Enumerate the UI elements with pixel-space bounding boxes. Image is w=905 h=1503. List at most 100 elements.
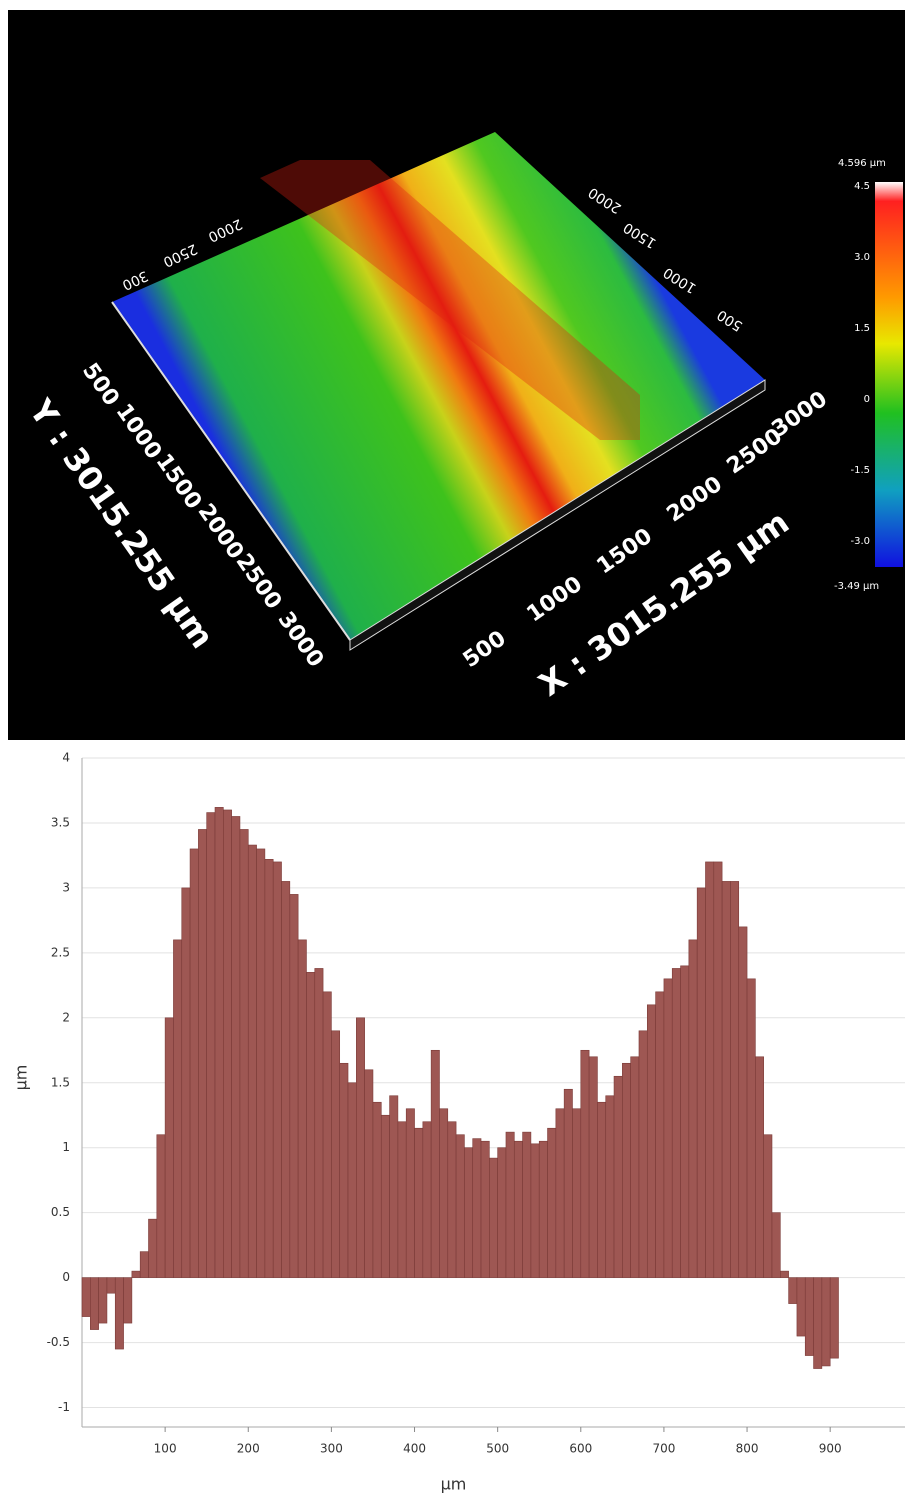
bar: [272, 861, 282, 1278]
bar: [189, 848, 199, 1278]
colorbar-tick-label: 3.0: [854, 252, 870, 263]
x-tick-label: 600: [569, 1442, 592, 1456]
bar: [480, 1140, 490, 1278]
bar: [464, 1147, 474, 1278]
bar: [289, 894, 299, 1278]
x-tick-label: 300: [320, 1442, 343, 1456]
bar: [214, 807, 224, 1278]
x-tick-label: 400: [403, 1442, 426, 1456]
y-tick-label: -1: [58, 1400, 70, 1414]
bar: [763, 1134, 773, 1278]
bar: [439, 1108, 449, 1278]
bar: [813, 1277, 823, 1369]
y-tick-label: -0.5: [47, 1335, 70, 1349]
colorbar-tick-label: 1.5: [854, 323, 870, 334]
bar: [630, 1056, 640, 1278]
surface-ridge: [260, 160, 640, 440]
y-tick-label: 4: [62, 751, 70, 765]
bar: [613, 1075, 623, 1278]
bar: [389, 1095, 399, 1278]
bar: [738, 926, 748, 1278]
bar: [206, 812, 216, 1278]
bar: [81, 1277, 91, 1317]
bar: [455, 1134, 465, 1278]
y-tick-label: 1: [62, 1140, 70, 1154]
bar: [705, 861, 715, 1278]
bar: [796, 1277, 806, 1337]
bar: [231, 816, 241, 1278]
bar: [721, 881, 731, 1278]
bar: [555, 1108, 565, 1278]
bar: [264, 859, 274, 1278]
bar: [414, 1127, 424, 1278]
bar: [572, 1108, 582, 1278]
x-tick-label: 800: [736, 1442, 759, 1456]
bar: [98, 1277, 108, 1324]
bar: [646, 1004, 656, 1278]
bar: [239, 829, 249, 1278]
bar: [730, 881, 740, 1278]
bar: [114, 1277, 124, 1350]
bar: [447, 1121, 457, 1278]
bar: [671, 968, 681, 1278]
bar: [713, 861, 723, 1278]
bar: [472, 1138, 482, 1278]
y-tick-label: 0.5: [51, 1205, 70, 1219]
bar: [489, 1157, 498, 1278]
bar: [247, 844, 257, 1278]
bar: [256, 848, 266, 1278]
bar: [638, 1030, 648, 1278]
bar: [655, 991, 665, 1278]
bar: [771, 1212, 781, 1278]
bar: [505, 1131, 515, 1278]
bar: [622, 1062, 631, 1278]
bar: [90, 1277, 99, 1330]
bar: [347, 1082, 357, 1278]
bar: [538, 1140, 548, 1278]
y-tick-label: 1.5: [51, 1075, 70, 1089]
bar: [356, 1017, 365, 1278]
colorbar-tick-label: -1.5: [850, 465, 870, 476]
bar: [422, 1121, 432, 1278]
surface: [112, 132, 765, 640]
x-tick-label: 200: [237, 1442, 260, 1456]
bar: [397, 1121, 407, 1278]
colorbar-max: 4.596 µm: [838, 158, 886, 169]
bar: [755, 1056, 764, 1278]
bar: [597, 1101, 607, 1278]
y-tick-label: 0: [62, 1270, 70, 1284]
x-tick-label: 500: [486, 1442, 509, 1456]
bar: [513, 1140, 523, 1278]
y-axis-title: µm: [12, 1065, 31, 1091]
bar: [696, 887, 706, 1278]
bar: [148, 1218, 158, 1278]
colorbar: [875, 182, 903, 567]
bar: [663, 978, 673, 1278]
x-axis-title: µm: [441, 1475, 467, 1494]
colorbar-min: -3.49 µm: [834, 581, 879, 592]
bar: [156, 1134, 166, 1278]
bar: [106, 1277, 116, 1294]
left-axis: [111, 301, 351, 641]
bar: [680, 965, 690, 1278]
colorbar-tick-label: 4.5: [854, 181, 870, 192]
bar: [580, 1049, 590, 1278]
y-tick-label: 2.5: [51, 945, 70, 959]
bar: [364, 1069, 374, 1278]
bar: [430, 1049, 440, 1278]
y-tick-label: 3: [62, 880, 70, 894]
bar: [829, 1277, 839, 1359]
bar: [547, 1127, 557, 1278]
bar: [322, 991, 332, 1278]
bar: [331, 1030, 341, 1278]
bar: [181, 887, 191, 1278]
bar: [380, 1114, 390, 1278]
front-axis: [349, 379, 766, 651]
bar: [688, 939, 698, 1278]
colorbar-tick-label: 0: [864, 394, 870, 405]
bar: [405, 1108, 415, 1278]
bar: [139, 1251, 149, 1278]
bar: [746, 978, 756, 1278]
